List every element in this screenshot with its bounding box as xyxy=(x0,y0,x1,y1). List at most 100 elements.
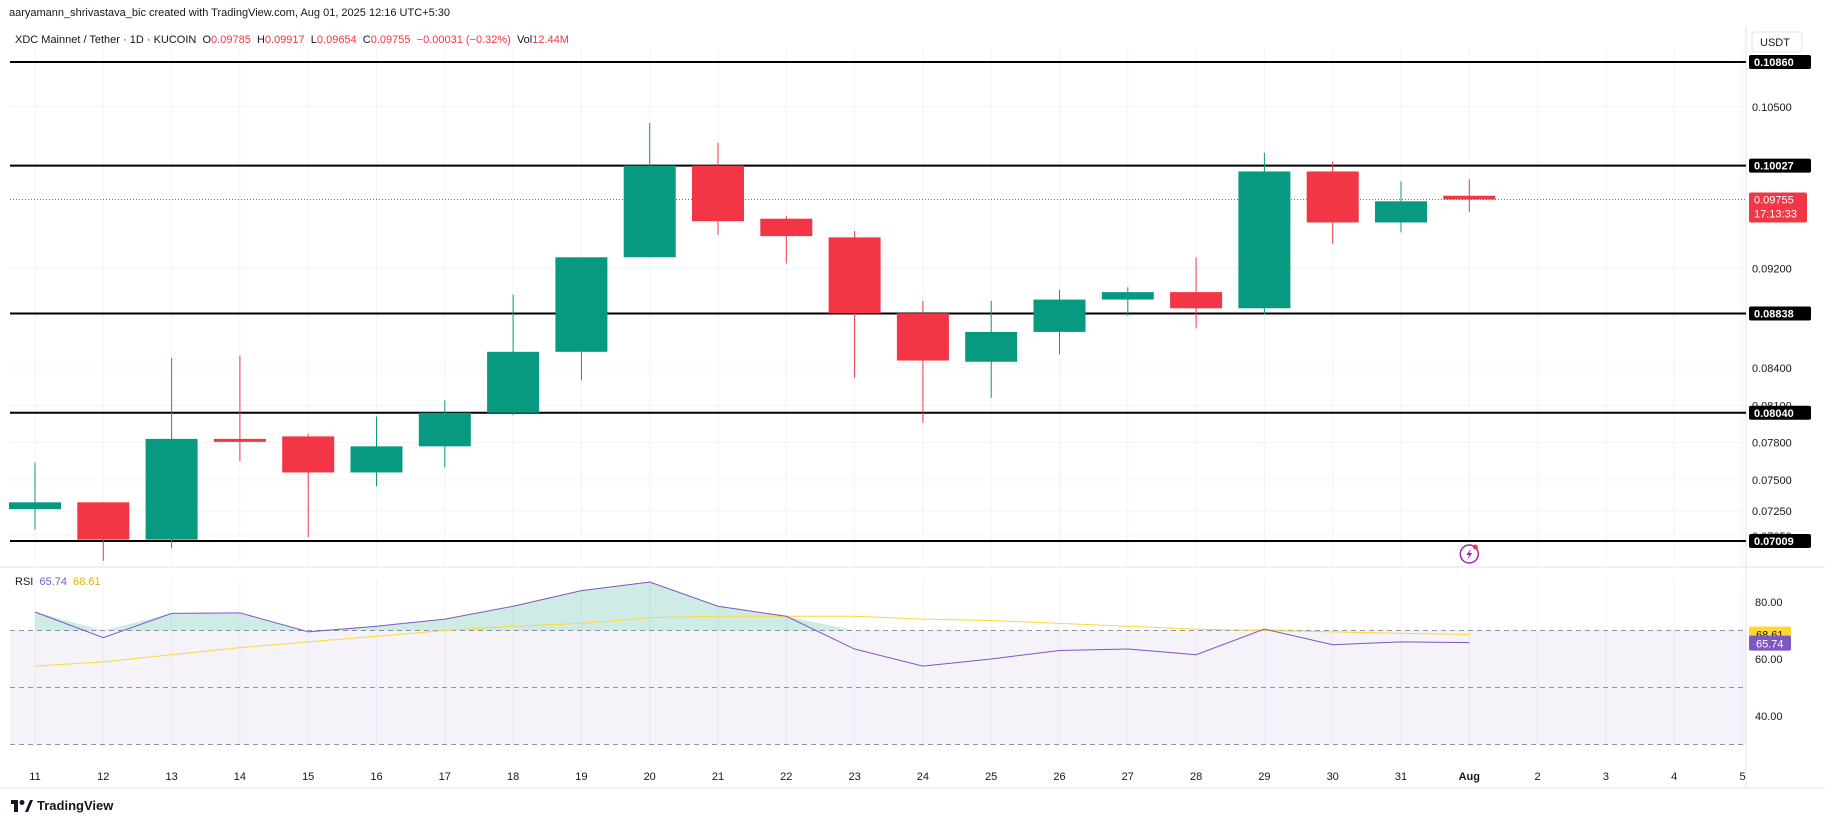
close-value: 0.09755 xyxy=(370,34,411,46)
time-tick-label: 26 xyxy=(1053,771,1065,783)
time-tick-label: Aug xyxy=(1459,771,1480,783)
last-price-label-box xyxy=(1749,192,1807,223)
rsi-ma-value: 68.61 xyxy=(73,576,101,588)
time-tick-label: 2 xyxy=(1535,771,1541,783)
candle-body xyxy=(555,257,608,352)
time-tick-label: 18 xyxy=(507,771,519,783)
time-tick-label: 22 xyxy=(780,771,792,783)
candle-body xyxy=(145,438,198,540)
time-tick-label: 28 xyxy=(1190,771,1202,783)
time-tick-label: 4 xyxy=(1671,771,1677,783)
last-price-label: 0.09755 xyxy=(1754,194,1794,206)
vol-value: 12.44M xyxy=(532,34,569,46)
rsi-title: RSI xyxy=(15,576,34,588)
rsi-overbought-fill xyxy=(786,616,855,631)
rsi-ma-line xyxy=(34,615,1470,667)
rsi-legend[interactable]: RSI 65.74 68.61 xyxy=(15,576,101,588)
candle-body xyxy=(282,436,335,473)
chart-attribution: aaryamann_shrivastava_bic created with T… xyxy=(9,7,450,19)
change-value: −0.00031 (−0.32%) xyxy=(416,34,511,46)
rsi-overbought-fill xyxy=(444,606,514,631)
tradingview-watermark: TradingView xyxy=(11,798,113,813)
price-tick-label: 0.10500 xyxy=(1752,102,1792,114)
time-tick-label: 24 xyxy=(917,771,929,783)
time-tick-label: 25 xyxy=(985,771,997,783)
candle-body xyxy=(1443,195,1496,200)
time-tick-label: 23 xyxy=(848,771,860,783)
currency-label[interactable]: USDT xyxy=(1760,37,1790,49)
price-tick-label: 0.08400 xyxy=(1752,363,1792,375)
candle-body xyxy=(1375,201,1427,223)
event-dot-icon xyxy=(1472,544,1478,550)
low-label: L xyxy=(310,34,317,46)
candle-body xyxy=(213,438,266,442)
close-label: C xyxy=(362,34,371,46)
time-tick-label: 29 xyxy=(1258,771,1270,783)
level-label-box xyxy=(1749,405,1811,420)
time-tick-label: 27 xyxy=(1122,771,1134,783)
rsi-overbought-fill xyxy=(1264,629,1333,631)
rsi-overbought-fill xyxy=(239,612,309,631)
open-value: 0.09785 xyxy=(211,34,251,46)
price-tick-label: 0.07250 xyxy=(1752,506,1792,518)
candle-body xyxy=(828,237,881,314)
low-value: 0.09654 xyxy=(316,34,357,46)
candle-body xyxy=(1238,171,1291,309)
symbol-name[interactable]: XDC Mainnet / Tether · 1D · KUCOIN xyxy=(15,34,197,46)
time-tick-label: 20 xyxy=(644,771,656,783)
level-label: 0.10027 xyxy=(1754,161,1794,173)
level-label-box xyxy=(1749,306,1811,321)
rsi-tick-label: 40.00 xyxy=(1755,711,1783,723)
level-label-box xyxy=(1749,55,1811,69)
currency-button xyxy=(1751,31,1803,53)
candle-body xyxy=(9,502,61,510)
symbol-legend[interactable]: XDC Mainnet / Tether · 1D · KUCOIN O0.09… xyxy=(15,34,569,46)
time-tick-label: 14 xyxy=(234,771,246,783)
high-label: H xyxy=(256,34,265,46)
level-label-box xyxy=(1749,534,1811,548)
rsi-tick-label: 80.00 xyxy=(1755,597,1783,609)
level-label: 0.07009 xyxy=(1754,536,1794,548)
time-tick-label: 12 xyxy=(97,771,109,783)
price-tick-label: 0.09200 xyxy=(1752,263,1792,275)
time-tick-label: 19 xyxy=(575,771,587,783)
candle-body xyxy=(965,331,1018,362)
rsi-overbought-fill xyxy=(513,590,582,631)
time-tick-label: 21 xyxy=(712,771,724,783)
rsi-overbought-fill xyxy=(718,606,787,631)
open-label: O xyxy=(202,34,212,46)
time-tick-label: 13 xyxy=(165,771,177,783)
candle-body xyxy=(623,165,676,258)
rsi-overbought-fill xyxy=(376,619,445,631)
time-tick-label: 17 xyxy=(439,771,451,783)
rsi-overbought-fill xyxy=(171,612,240,631)
rsi-overbought-fill xyxy=(649,582,718,631)
candle-body xyxy=(1306,171,1359,223)
level-label: 0.08838 xyxy=(1754,309,1794,321)
vol-label: Vol xyxy=(516,34,533,46)
high-value: 0.09917 xyxy=(264,34,305,46)
rsi-axis-label: 65.74 xyxy=(1756,639,1784,651)
candle-body xyxy=(418,412,471,447)
candle-body xyxy=(487,351,540,413)
time-tick-label: 31 xyxy=(1395,771,1407,783)
time-tick-label: 5 xyxy=(1739,771,1745,783)
candle-body xyxy=(760,218,813,237)
candle-body xyxy=(692,165,744,222)
candle-body xyxy=(1101,292,1154,300)
level-label-box xyxy=(1749,158,1811,173)
time-tick-label: 3 xyxy=(1603,771,1609,783)
watermark-label: TradingView xyxy=(37,798,114,813)
rsi-overbought-fill xyxy=(308,626,377,631)
rsi-overbought-fill xyxy=(581,582,650,631)
tradingview-logo-icon xyxy=(11,799,33,812)
rsi-overbought-fill xyxy=(35,611,104,631)
time-tick-label: 15 xyxy=(302,771,314,783)
rsi-label-box xyxy=(1749,635,1791,651)
time-tick-label: 11 xyxy=(29,771,40,783)
rsi-tick-label: 60.00 xyxy=(1755,654,1783,666)
candle-body xyxy=(77,502,130,540)
candle-body xyxy=(896,313,949,361)
candle-countdown-label: 17:13:33 xyxy=(1754,208,1797,220)
